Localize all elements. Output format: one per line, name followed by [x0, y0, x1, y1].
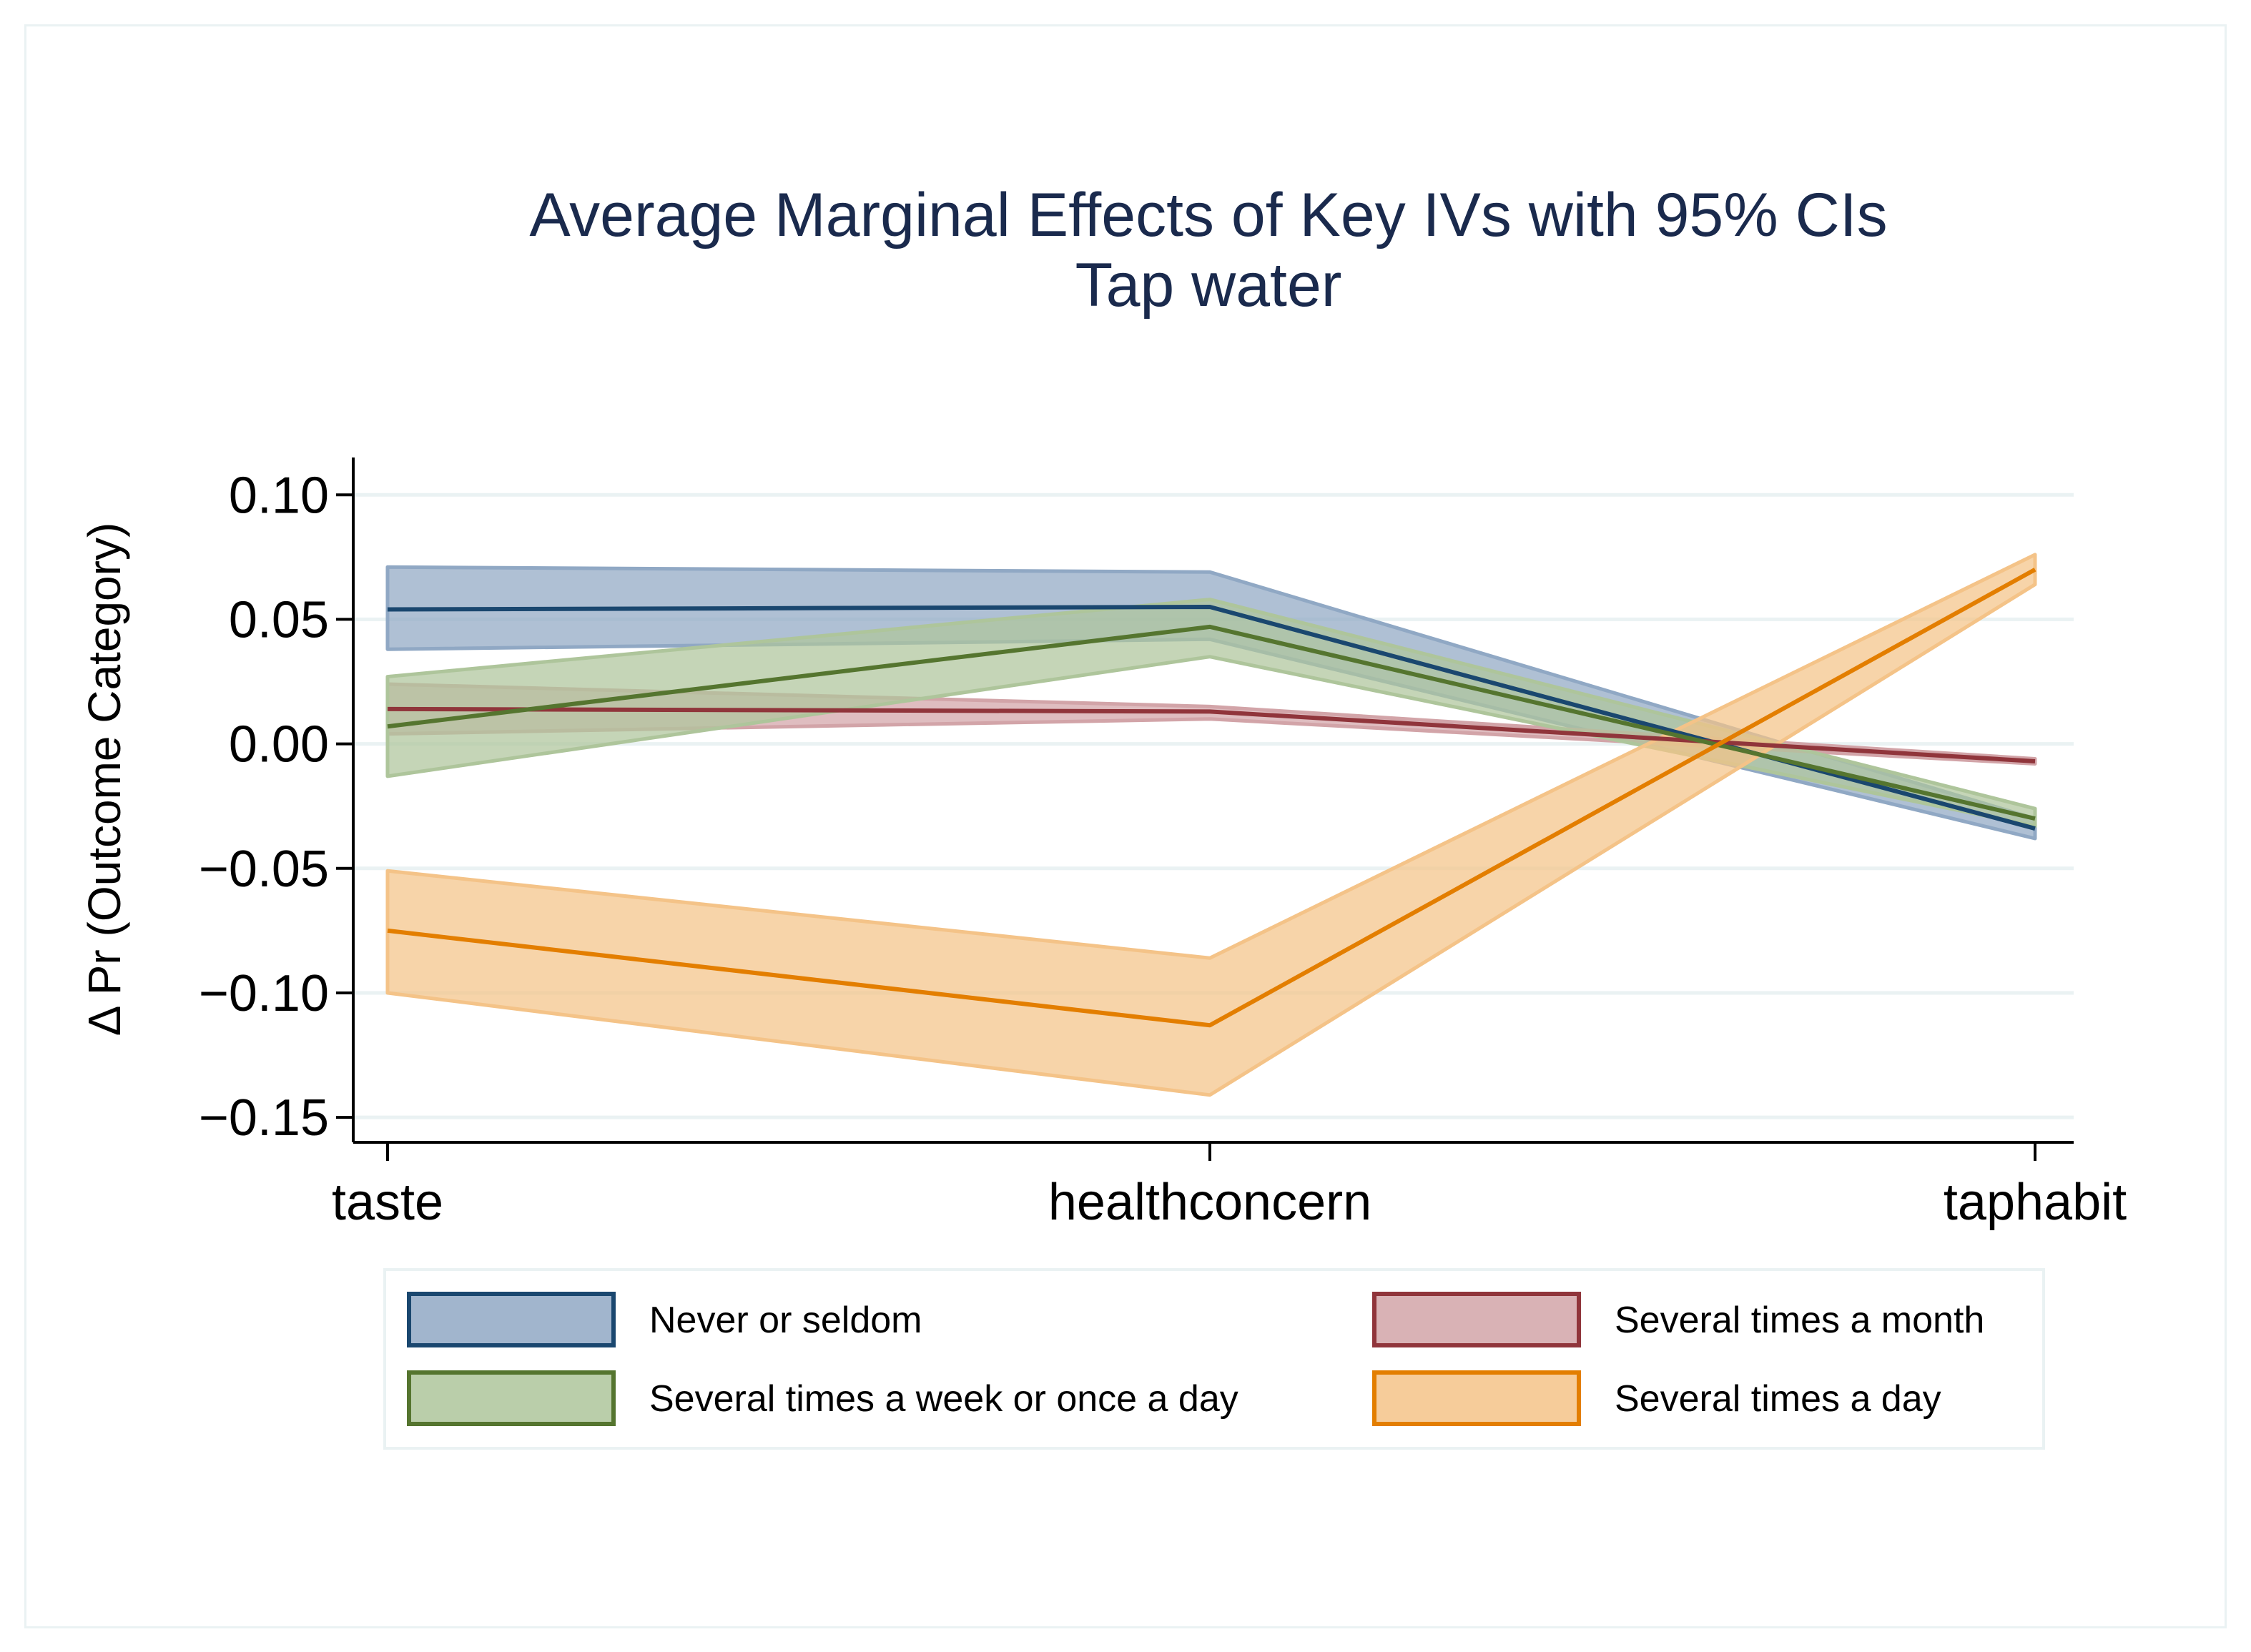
- x-tick-label-healthconcern: healthconcern: [1048, 1174, 1371, 1231]
- ci-band-series-3: [385, 553, 2037, 1097]
- x-tick-label-taste: taste: [332, 1174, 443, 1231]
- ci-band-series-2: [385, 598, 2037, 829]
- y-tick-label: 0.05: [229, 591, 329, 648]
- series-lines: [387, 568, 2036, 1028]
- y-tick-label: 0.10: [229, 467, 329, 524]
- legend-swatch-1: [1372, 1292, 1581, 1347]
- line-series-1: [387, 706, 2036, 763]
- legend-label-0: Never or seldom: [649, 1300, 922, 1341]
- legend-box: [383, 1268, 2045, 1450]
- legend: Never or seldom Several times a month Seve…: [383, 1268, 2045, 1450]
- legend-swatch-3: [1372, 1370, 1581, 1426]
- line-series-3: [387, 568, 2036, 1028]
- x-tick-label-taphabit: taphabit: [1944, 1174, 2127, 1231]
- y-tick-label: −0.10: [199, 965, 329, 1022]
- line-series-2: [387, 624, 2036, 821]
- chart-subtitle: Tap water: [1075, 251, 1342, 320]
- legend-swatch-0: [407, 1292, 616, 1347]
- legend-label-3: Several times a day: [1615, 1378, 1941, 1420]
- legend-label-2: Several times a week or once a day: [649, 1378, 1238, 1420]
- y-tick-label: −0.15: [199, 1089, 329, 1147]
- ci-band-series-0: [385, 565, 2037, 841]
- chart-title: Average Marginal Effects of Key IVs with…: [529, 181, 1887, 249]
- confidence-bands: [385, 553, 2037, 1097]
- y-axis-title: Δ Pr (Outcome Category): [79, 523, 130, 1037]
- legend-swatch-2: [407, 1370, 616, 1426]
- y-tick-label: −0.05: [199, 841, 329, 898]
- legend-label-1: Several times a month: [1615, 1300, 1984, 1341]
- y-tick-label: 0.00: [229, 716, 329, 773]
